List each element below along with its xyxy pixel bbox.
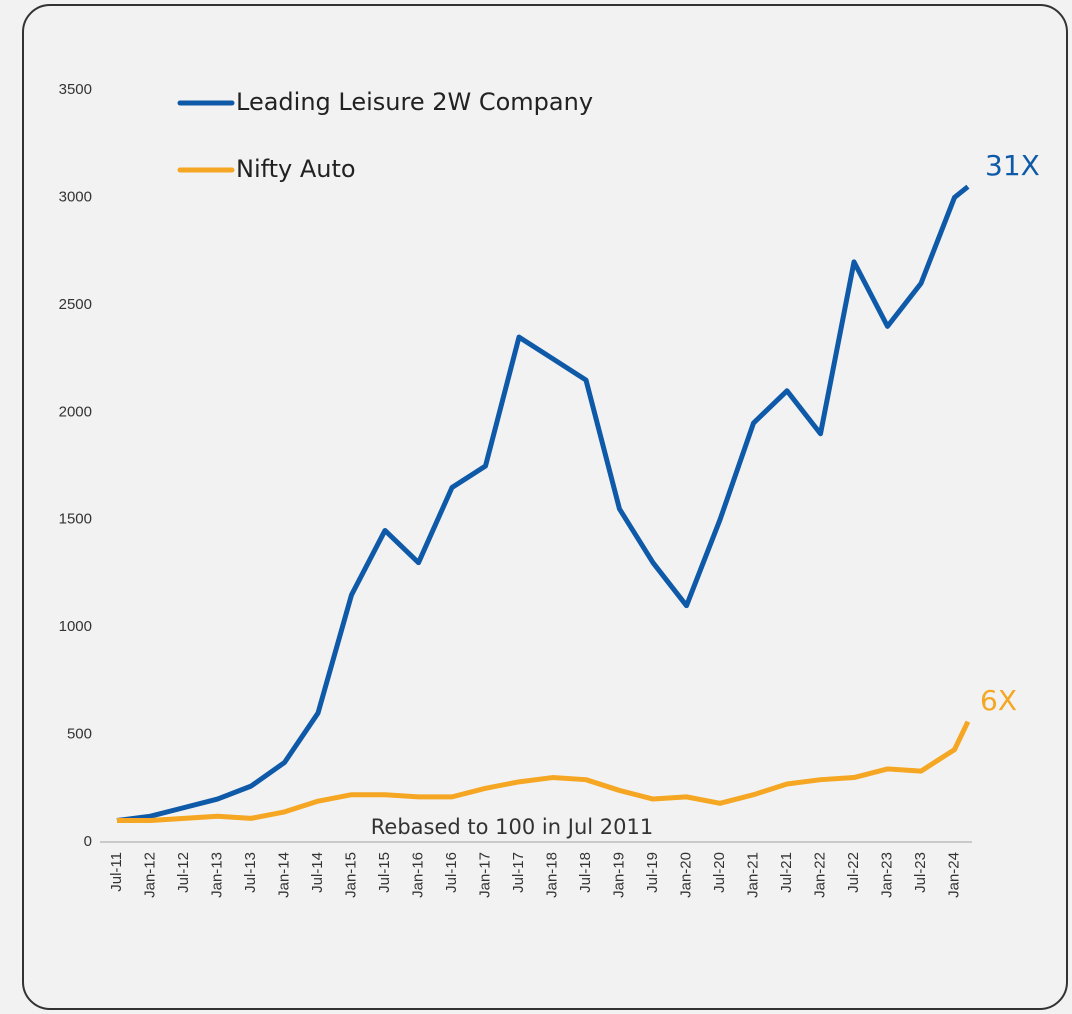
x-tick-label: Jul-23 [912, 852, 929, 893]
x-tick-label: Jul-13 [242, 852, 259, 893]
series-line [117, 720, 971, 824]
y-tick-label: 2000 [59, 403, 92, 420]
x-tick-label: Jan-14 [275, 852, 292, 898]
x-tick-label: Jan-24 [945, 852, 962, 898]
x-tick-label: Jul-20 [711, 852, 728, 893]
x-tick-label: Jan-22 [811, 852, 828, 898]
legend-label: Leading Leisure 2W Company [236, 88, 593, 116]
y-tick-label: 1000 [59, 618, 92, 635]
annotation: Rebased to 100 in Jul 2011 [371, 815, 653, 839]
x-tick-label: Jul-16 [443, 852, 460, 893]
x-tick-label: Jul-21 [778, 852, 795, 893]
y-tick-label: 3500 [59, 81, 92, 98]
annotation: 6X [980, 684, 1017, 717]
annotation: 31X [985, 149, 1040, 182]
x-tick-label: Jan-19 [610, 852, 627, 898]
x-tick-label: Jul-22 [845, 852, 862, 893]
x-tick-label: Jan-13 [208, 852, 225, 898]
legend-label: Nifty Auto [236, 155, 356, 183]
x-tick-label: Jul-18 [577, 852, 594, 893]
x-tick-label: Jan-20 [677, 852, 694, 898]
x-tick-label: Jul-14 [309, 852, 326, 893]
x-tick-label: Jan-15 [342, 852, 359, 898]
y-tick-label: 500 [67, 726, 92, 743]
x-tick-label: Jul-11 [108, 852, 125, 892]
x-tick-label: Jan-16 [409, 852, 426, 898]
x-tick-label: Jan-12 [141, 852, 158, 898]
x-tick-label: Jul-17 [510, 852, 527, 893]
x-tick-label: Jan-17 [476, 852, 493, 898]
x-tick-label: Jul-19 [644, 852, 661, 893]
y-tick-label: 2500 [59, 296, 92, 313]
y-tick-label: 0 [84, 833, 92, 850]
x-tick-label: Jan-23 [878, 852, 895, 898]
series-line [116, 184, 970, 823]
y-tick-label: 1500 [59, 511, 92, 528]
x-tick-label: Jan-21 [744, 852, 761, 898]
y-tick-label: 3000 [59, 188, 92, 205]
x-tick-label: Jan-18 [543, 852, 560, 898]
x-tick-label: Jul-12 [175, 852, 192, 893]
x-tick-label: Jul-15 [376, 852, 393, 893]
